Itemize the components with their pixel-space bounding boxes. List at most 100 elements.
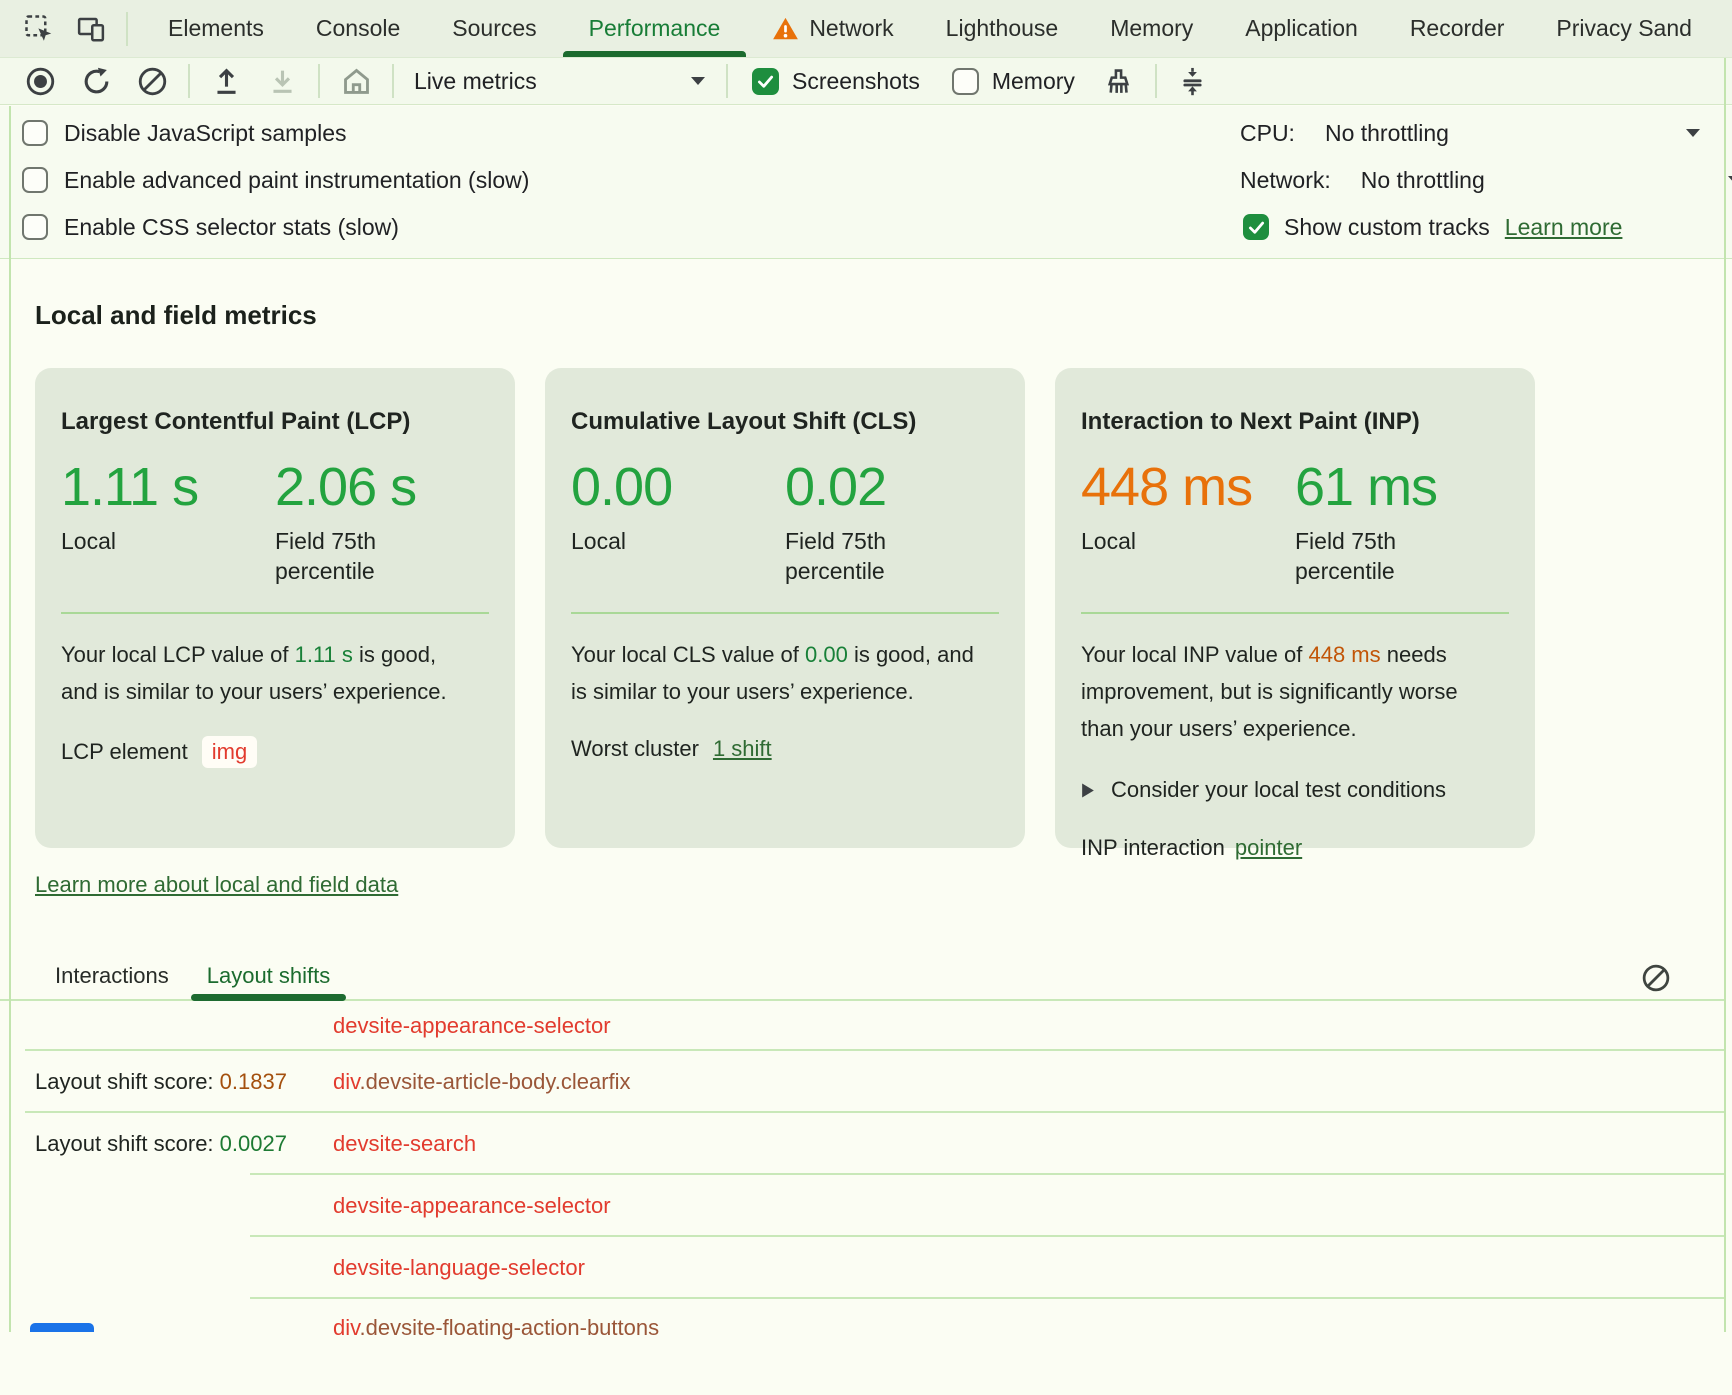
section-title: Local and field metrics [35,300,317,330]
expand-triangle-icon [1082,783,1094,797]
checkbox-checked-icon [752,67,779,95]
layout-shift-row: devsite-appearance-selector [0,1001,1732,1051]
inp-interaction-link[interactable]: pointer [1234,835,1303,860]
tab-recorder[interactable]: Recorder [1384,0,1531,57]
layout-shift-row: div.devsite-floating-action-buttons [0,1299,1732,1395]
performance-toolbar: Live metrics Screenshots Memory [0,58,1732,105]
layout-shift-score: Layout shift score: 0.0027 [35,1131,287,1156]
row-separator [250,1297,1724,1299]
warning-icon [772,15,799,42]
lcp-local-value: 1.11 s [61,457,199,517]
capture-settings: Disable JavaScript samples Enable advanc… [0,106,1732,259]
download-profile-icon[interactable] [256,59,308,103]
memory-checkbox[interactable]: Memory [938,67,1089,95]
cls-card-title: Cumulative Layout Shift (CLS) [571,408,917,435]
tab-interactions[interactable]: Interactions [55,952,169,999]
divider [318,64,320,98]
lcp-element-node-link[interactable]: img [201,736,258,768]
tab-memory[interactable]: Memory [1084,0,1219,57]
tab-privacy-sandbox[interactable]: Privacy Sand [1530,0,1718,57]
history-dropdown[interactable]: Live metrics [414,68,706,95]
chevron-down-icon [1727,175,1732,185]
panel-right-border [1724,58,1726,1332]
divider [1154,64,1157,98]
show-custom-tracks-checkbox[interactable]: Show custom tracks Learn more [1243,206,1622,248]
divider [188,64,190,98]
cls-field-value: 0.02 [785,457,887,517]
disable-js-samples-checkbox[interactable]: Disable JavaScript samples [22,112,347,154]
row-separator [25,1111,1724,1113]
divider [126,11,128,46]
checkbox-unchecked-icon [22,167,48,193]
cpu-throttling-select[interactable]: CPU: No throttling [1240,112,1732,154]
lcp-field-value: 2.06 s [275,457,417,517]
learn-more-link[interactable]: Learn more [1504,213,1623,240]
lcp-field-label: Field 75th percentile [275,528,377,584]
focus-indicator [30,1323,94,1332]
layout-shifts-list: devsite-appearance-selector Layout shift… [0,1001,1732,1395]
node-link[interactable]: devsite-appearance-selector [333,1193,611,1218]
node-link[interactable]: devsite-search [333,1131,477,1156]
inp-description: Your local INP value of 448 ms needs imp… [1081,642,1458,741]
node-link[interactable]: devsite-language-selector [333,1255,585,1280]
layout-shift-row: devsite-appearance-selector [0,1175,1732,1237]
row-separator [250,1235,1724,1237]
tab-elements[interactable]: Elements [142,0,290,57]
metric-cards: Largest Contentful Paint (LCP) 1.11 s Lo… [35,368,1535,860]
css-selector-stats-checkbox[interactable]: Enable CSS selector stats (slow) [22,206,399,248]
screenshots-checkbox[interactable]: Screenshots [738,67,934,95]
card-divider [61,612,489,614]
lcp-card-title: Largest Contentful Paint (LCP) [61,408,411,435]
log-tabbar: Interactions Layout shifts [0,952,1724,1001]
divider [726,64,728,98]
card-divider [571,612,999,614]
inp-field-label: Field 75th percentile [1295,528,1397,584]
network-throttling-select[interactable]: Network: No throttling [1240,159,1732,201]
checkbox-unchecked-icon [951,67,979,95]
worst-cluster-label: Worst cluster [571,736,699,761]
collapse-panel-icon[interactable] [1167,59,1219,103]
inspect-element-icon[interactable] [16,6,62,52]
layout-shift-row: devsite-language-selector [0,1237,1732,1299]
node-link[interactable]: div.devsite-floating-action-buttons [333,1315,660,1340]
device-toolbar-icon[interactable] [68,6,114,52]
cls-field-label: Field 75th percentile [785,528,887,584]
home-live-metrics-icon[interactable] [330,59,382,103]
inp-card: Interaction to Next Paint (INP) 448 ms L… [1055,368,1535,860]
lcp-card: Largest Contentful Paint (LCP) 1.11 s Lo… [35,368,515,848]
tab-sources[interactable]: Sources [426,0,562,57]
panel-tabs: Elements Console Sources Performance Net… [142,0,1732,57]
cls-description: Your local CLS value of 0.00 is good, an… [571,642,974,704]
divider [392,64,394,98]
clear-log-icon[interactable] [1638,960,1674,996]
node-link[interactable]: devsite-appearance-selector [333,1013,611,1038]
inp-field-value: 61 ms [1295,457,1438,517]
tab-performance[interactable]: Performance [562,0,747,57]
upload-profile-icon[interactable] [200,59,252,103]
chevron-down-icon [690,76,706,86]
clear-recording-icon[interactable] [126,59,178,103]
tab-layout-shifts[interactable]: Layout shifts [190,952,346,1001]
record-icon[interactable] [14,59,66,103]
gc-brush-icon[interactable] [1093,59,1145,103]
checkbox-unchecked-icon [22,120,48,146]
checkbox-checked-icon [1243,214,1269,240]
learn-more-local-field-link[interactable]: Learn more about local and field data [35,872,399,897]
advanced-paint-checkbox[interactable]: Enable advanced paint instrumentation (s… [22,159,529,201]
layout-shift-row: Layout shift score: 0.0027 devsite-searc… [0,1113,1732,1175]
tab-network[interactable]: Network [746,0,919,57]
row-separator [25,1049,1724,1051]
tabbar-left-icons [0,0,142,57]
tab-application[interactable]: Application [1219,0,1384,57]
row-separator [250,1173,1724,1175]
node-link[interactable]: div.devsite-article-body.clearfix [333,1069,631,1094]
checkbox-unchecked-icon [22,214,48,240]
inp-local-label: Local [1081,528,1136,554]
inp-card-title: Interaction to Next Paint (INP) [1081,408,1420,435]
lcp-description: Your local LCP value of 1.11 s is good, … [61,642,447,704]
tab-console[interactable]: Console [290,0,426,57]
worst-cluster-link[interactable]: 1 shift [712,736,772,761]
reload-record-icon[interactable] [70,59,122,103]
tab-lighthouse[interactable]: Lighthouse [920,0,1085,57]
consider-local-test-conditions-expander[interactable]: Consider your local test conditions [1081,777,1509,803]
